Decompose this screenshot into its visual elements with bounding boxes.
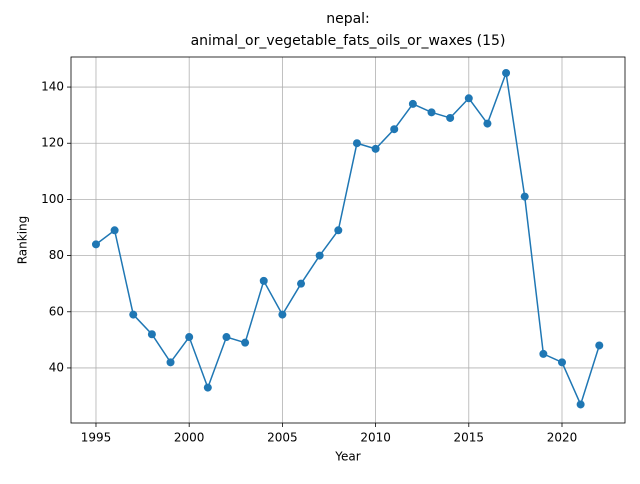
y-tick-label: 40 [49,360,64,374]
line [95,72,600,407]
marker [557,358,566,367]
marker [110,226,119,235]
chart-title: animal_or_vegetable_fats_oils_or_waxes (… [191,33,506,49]
y-tick-label: 60 [49,304,64,318]
marker [297,279,306,288]
marker [390,125,399,134]
y-tick-label: 80 [49,248,64,262]
x-tick-label: 2000 [174,431,205,445]
y-tick-label: 140 [41,80,64,94]
marker [203,383,212,392]
marker [352,139,361,148]
x-tick-label: 1995 [81,431,112,445]
y-tick-label: 100 [41,192,64,206]
y-axis-label: Ranking [16,216,30,265]
marker [185,333,194,342]
marker [483,119,492,128]
x-tick-label: 2005 [267,431,298,445]
y-tick-label: 120 [41,136,64,150]
x-tick-label: 2010 [360,431,391,445]
x-tick-label: 2015 [454,431,485,445]
marker [502,69,511,78]
x-tick-label: 2020 [547,431,578,445]
marker [446,113,455,122]
marker [166,358,175,367]
marker [520,192,529,201]
marker [241,338,250,347]
marker [427,108,436,117]
marker [278,310,287,319]
marker [539,349,548,358]
marker [371,144,380,153]
marker [408,99,417,108]
marker [334,226,343,235]
x-axis-label: Year [334,450,360,464]
marker [91,240,100,249]
marker [315,251,324,260]
marker [147,330,156,339]
marker [464,94,473,103]
marker [576,400,585,409]
marker [222,333,231,342]
plot-frame [70,56,626,424]
marker [259,276,268,285]
marker [595,341,604,350]
chart-title: nepal: [326,11,370,27]
marker [129,310,138,319]
